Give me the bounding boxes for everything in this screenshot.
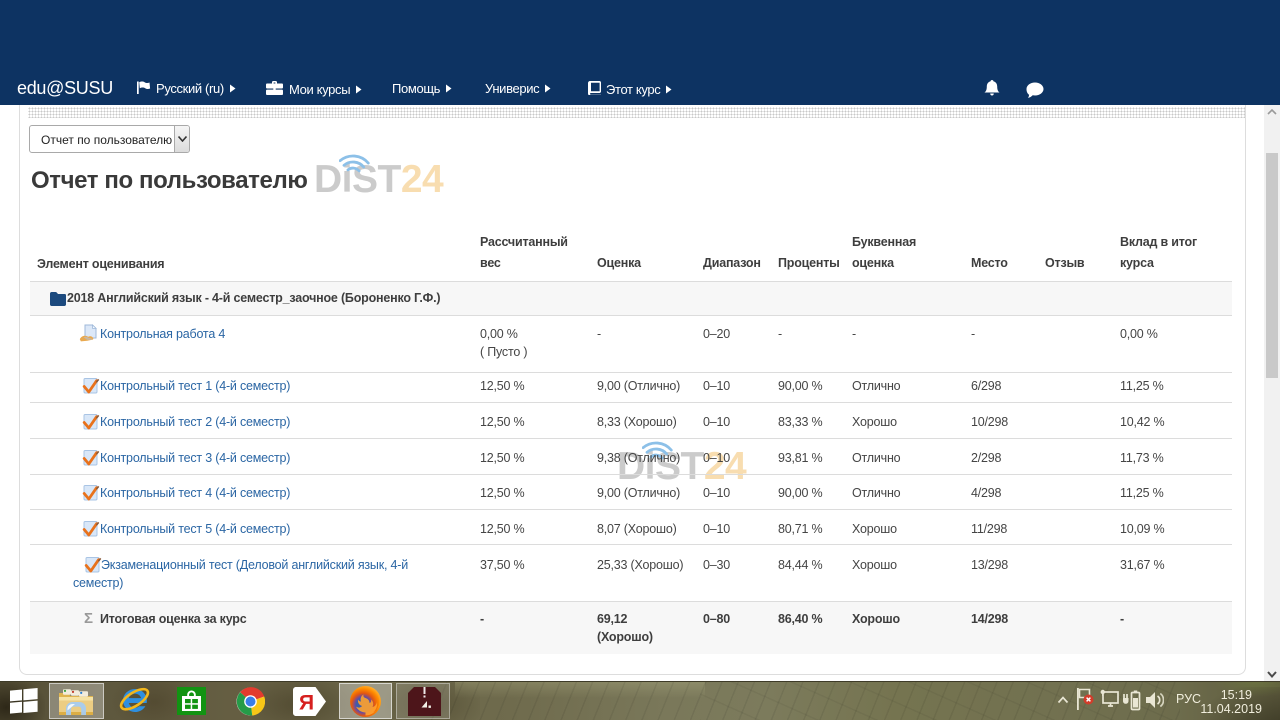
svg-text:Я: Я [299, 692, 314, 715]
